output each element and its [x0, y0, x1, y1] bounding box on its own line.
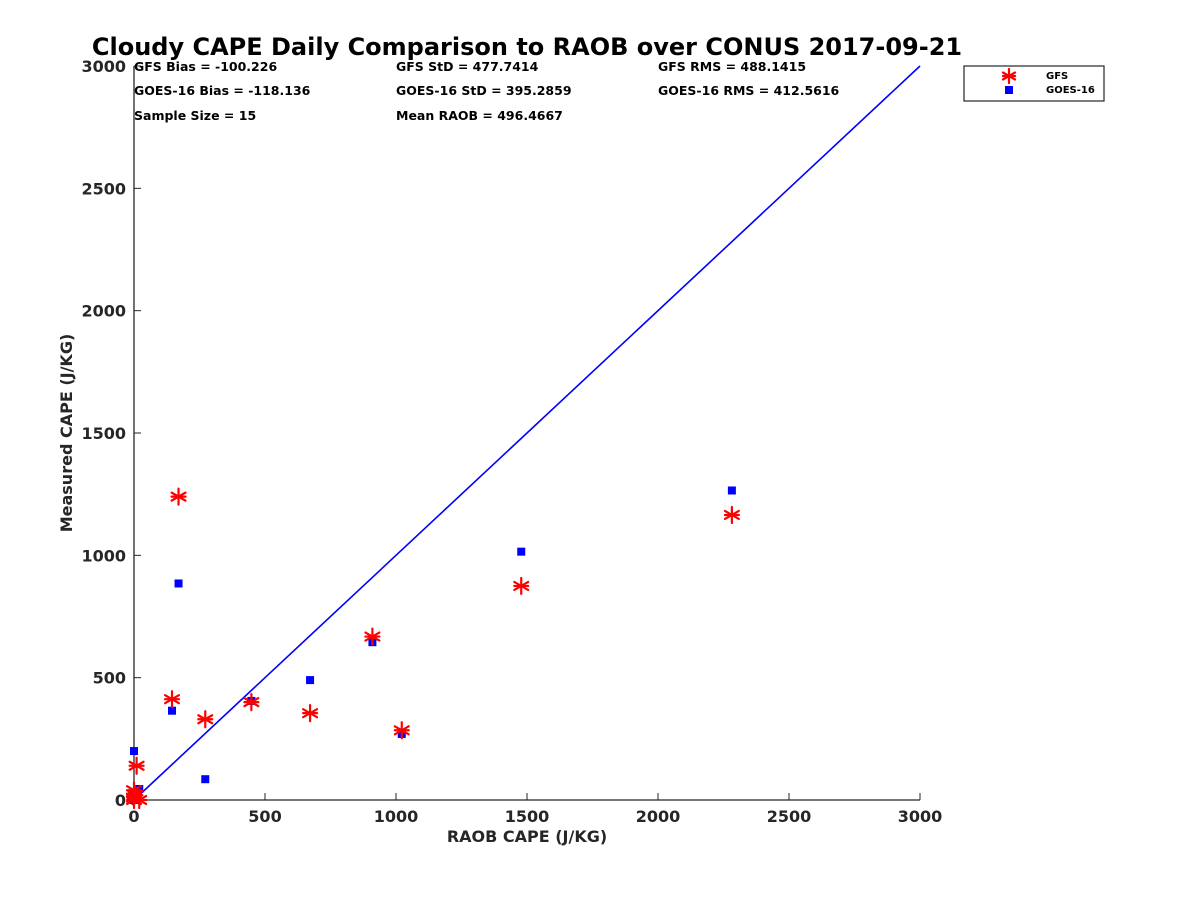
legend-gfs-label: GFS — [1046, 71, 1068, 82]
reference-line — [133, 65, 921, 801]
x-tick-label: 3000 — [898, 807, 943, 826]
reference-line-group — [133, 65, 921, 801]
legend-goes16-symbol — [1005, 86, 1013, 94]
stat-sample-size: Sample Size = 15 — [134, 108, 256, 123]
y-tick-label: 3000 — [81, 57, 126, 76]
statistics-panel: GFS Bias = -100.226 GOES-16 Bias = -118.… — [134, 59, 840, 123]
x-tick-label: 2000 — [636, 807, 681, 826]
gfs-point — [243, 693, 260, 712]
data-points — [125, 486, 740, 810]
y-tick-label: 2500 — [81, 179, 126, 198]
goes16-point — [135, 784, 144, 793]
gfs-point — [364, 627, 381, 646]
y-tick-label: 0 — [115, 791, 126, 810]
y-tick-label: 2000 — [81, 302, 126, 321]
x-tick-label: 0 — [128, 807, 139, 826]
legend-gfs-symbol — [1001, 67, 1017, 85]
x-tick-label: 500 — [248, 807, 281, 826]
x-tick-label: 2500 — [767, 807, 812, 826]
stat-mean-raob: Mean RAOB = 496.4667 — [396, 108, 563, 123]
chart-title: Cloudy CAPE Daily Comparison to RAOB ove… — [92, 33, 962, 61]
goes16-point — [727, 486, 736, 495]
x-tick-label: 1000 — [374, 807, 419, 826]
stat-goes-std: GOES-16 StD = 395.2859 — [396, 83, 572, 98]
y-tick-label: 500 — [93, 669, 126, 688]
axes: 0 500 1000 1500 2000 2500 3000 0 500 1000 1500 2000… — [81, 57, 942, 826]
goes16-point — [174, 579, 183, 588]
goes16-point — [306, 676, 315, 685]
legend-gfs-marker — [1001, 67, 1017, 85]
goes16-point — [130, 747, 138, 756]
gfs-point — [170, 487, 187, 506]
goes16-point — [167, 706, 176, 715]
gfs-point — [197, 710, 214, 729]
legend: GFS GOES-16 — [963, 65, 1105, 102]
stat-goes-rms: GOES-16 RMS = 412.5616 — [658, 83, 840, 98]
goes16-point — [201, 775, 210, 784]
x-tick-label: 1500 — [505, 807, 550, 826]
gfs-point — [393, 721, 410, 740]
goes16-point — [517, 547, 526, 556]
legend-goes16-marker — [1005, 86, 1013, 94]
stat-gfs-rms: GFS RMS = 488.1415 — [658, 59, 806, 74]
gfs-point — [163, 690, 181, 709]
stat-goes-bias: GOES-16 Bias = -118.136 — [134, 83, 311, 98]
gfs-point — [128, 756, 145, 775]
y-tick-label: 1000 — [81, 546, 126, 565]
y-tick-label: 1500 — [81, 424, 126, 443]
stat-gfs-std: GFS StD = 477.7414 — [396, 59, 539, 74]
stat-gfs-bias: GFS Bias = -100.226 — [134, 59, 277, 74]
x-axis-label: RAOB CAPE (J/KG) — [447, 827, 607, 846]
gfs-point — [723, 505, 740, 525]
gfs-point — [513, 576, 530, 596]
y-axis-label: Measured CAPE (J/KG) — [57, 334, 76, 533]
legend-box — [963, 65, 1105, 102]
legend-goes16-label: GOES-16 — [1046, 85, 1095, 96]
gfs-point — [127, 786, 144, 805]
gfs-point — [302, 704, 319, 723]
